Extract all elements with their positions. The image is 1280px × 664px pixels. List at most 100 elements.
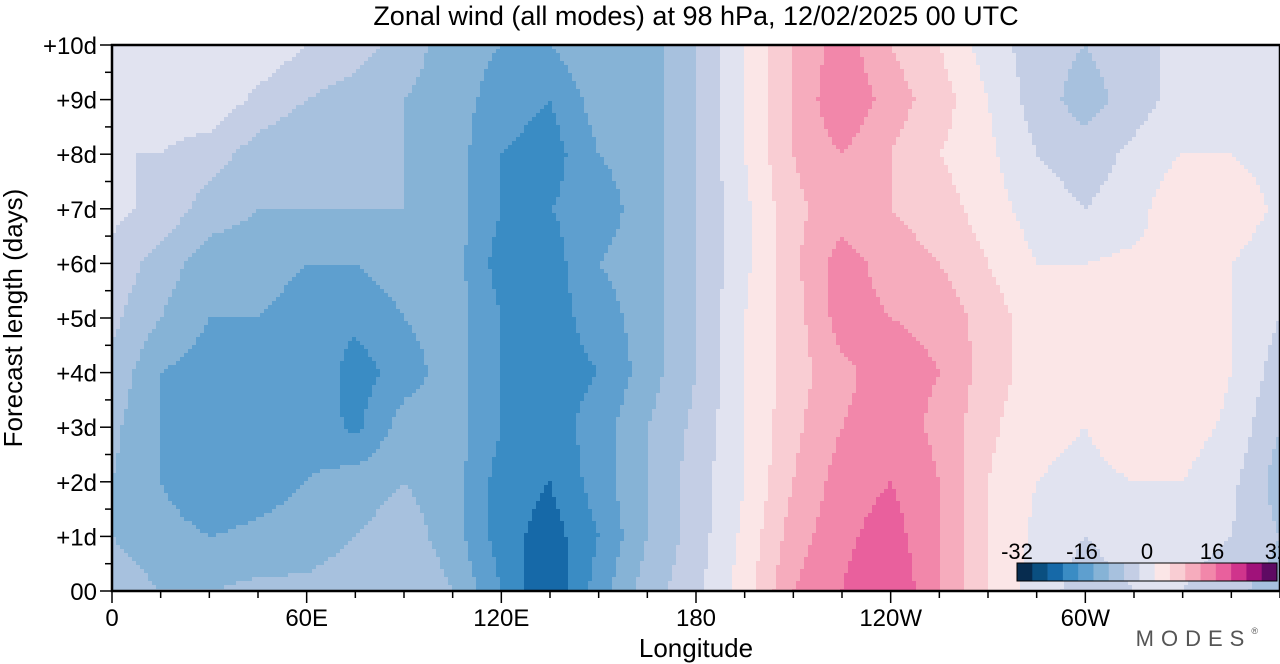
contour-cell: [1040, 53, 1045, 58]
contour-cell: [800, 81, 805, 86]
contour-cell: [744, 77, 749, 82]
contour-cell: [480, 73, 485, 78]
contour-cell: [380, 101, 385, 106]
contour-cell: [720, 93, 725, 98]
contour-cell: [728, 49, 733, 54]
contour-cell: [1208, 69, 1213, 74]
contour-cell: [1036, 57, 1041, 62]
contour-cell: [1248, 61, 1253, 66]
contour-cell: [1028, 53, 1033, 58]
contour-cell: [1256, 57, 1261, 62]
contour-cell: [1216, 61, 1221, 66]
contour-cell: [1140, 73, 1145, 78]
contour-cell: [672, 73, 677, 78]
contour-cell: [956, 61, 961, 66]
contour-cell: [816, 57, 821, 62]
contour-cell: [784, 97, 789, 102]
contour-cell: [956, 65, 961, 70]
contour-cell: [156, 69, 161, 74]
contour-cell: [324, 101, 329, 106]
contour-cell: [1064, 97, 1069, 102]
contour-cell: [1036, 61, 1041, 66]
contour-cell: [648, 89, 653, 94]
contour-cell: [1076, 93, 1081, 98]
contour-cell: [828, 57, 833, 62]
contour-cell: [796, 97, 801, 102]
contour-cell: [304, 65, 309, 70]
contour-cell: [760, 97, 765, 102]
contour-cell: [868, 81, 873, 86]
contour-cell: [116, 69, 121, 74]
contour-cell: [188, 97, 193, 102]
contour-cell: [144, 57, 149, 62]
contour-cell: [684, 85, 689, 90]
contour-cell: [880, 85, 885, 90]
contour-cell: [668, 49, 673, 54]
contour-cell: [612, 81, 617, 86]
contour-cell: [776, 65, 781, 70]
contour-cell: [1108, 49, 1113, 54]
contour-cell: [848, 89, 853, 94]
contour-cell: [444, 69, 449, 74]
contour-cell: [976, 57, 981, 62]
contour-cell: [828, 65, 833, 70]
contour-cell: [1224, 97, 1229, 102]
contour-cell: [1176, 81, 1181, 86]
contour-cell: [916, 49, 921, 54]
contour-cell: [456, 53, 461, 58]
contour-cell: [696, 89, 701, 94]
contour-cell: [1084, 61, 1089, 66]
contour-cell: [280, 49, 285, 54]
contour-cell: [140, 105, 145, 110]
contour-cell: [1036, 77, 1041, 82]
contour-cell: [596, 97, 601, 102]
contour-cell: [672, 101, 677, 106]
contour-cell: [720, 81, 725, 86]
contour-cell: [316, 97, 321, 102]
contour-cell: [516, 89, 521, 94]
contour-cell: [764, 97, 769, 102]
contour-cell: [440, 57, 445, 62]
contour-cell: [832, 85, 837, 90]
contour-cell: [560, 49, 565, 54]
contour-cell: [984, 49, 989, 54]
contour-cell: [160, 85, 165, 90]
contour-cell: [780, 97, 785, 102]
contour-cell: [1052, 49, 1057, 54]
contour-cell: [592, 77, 597, 82]
contour-cell: [364, 101, 369, 106]
contour-cell: [308, 81, 313, 86]
contour-cell: [1116, 69, 1121, 74]
contour-cell: [1232, 57, 1237, 62]
contour-cell: [296, 85, 301, 90]
contour-cell: [972, 49, 977, 54]
contour-cell: [396, 81, 401, 86]
contour-cell: [1260, 81, 1265, 86]
contour-cell: [840, 89, 845, 94]
contour-cell: [1128, 73, 1133, 78]
contour-cell: [692, 53, 697, 58]
contour-cell: [140, 81, 145, 86]
contour-cell: [1012, 57, 1017, 62]
contour-cell: [992, 85, 997, 90]
contour-cell: [944, 65, 949, 70]
contour-cell: [936, 101, 941, 106]
contour-cell: [1236, 69, 1241, 74]
contour-cell: [716, 89, 721, 94]
contour-cell: [552, 97, 557, 102]
contour-cell: [252, 61, 257, 66]
contour-cell: [1032, 101, 1037, 106]
contour-cell: [876, 77, 881, 82]
contour-cell: [116, 85, 121, 90]
contour-cell: [704, 49, 709, 54]
contour-cell: [304, 61, 309, 66]
contour-cell: [640, 57, 645, 62]
contour-cell: [412, 85, 417, 90]
contour-cell: [872, 85, 877, 90]
contour-cell: [372, 57, 377, 62]
contour-cell: [356, 73, 361, 78]
contour-cell: [1052, 93, 1057, 98]
contour-cell: [416, 97, 421, 102]
contour-cell: [772, 53, 777, 58]
contour-cell: [380, 69, 385, 74]
